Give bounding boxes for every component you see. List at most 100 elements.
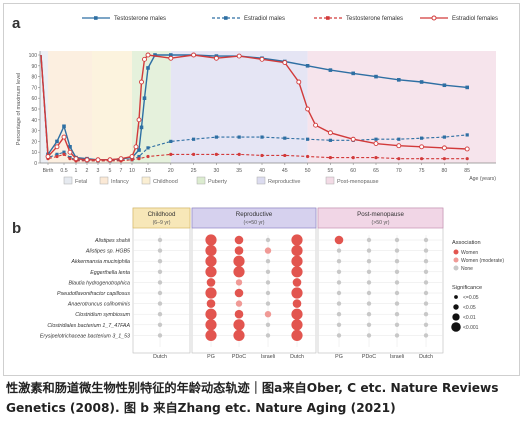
association-dot [265,269,271,274]
association-dot [264,247,272,254]
x-tick-label: 20 [168,168,174,174]
group-title-0: Childhood [148,211,176,218]
association-dot [205,287,217,299]
sig-legend-dot [451,322,461,332]
sig-legend-label: <0.001 [463,325,479,331]
y-tick-label: 30 [31,129,37,135]
series-point-2 [397,157,401,161]
association-dot [423,280,429,285]
series-point-3 [139,79,144,85]
sig-legend-title: Significance [452,285,482,291]
x-tick-label: 1 [75,168,78,174]
series-point-0 [351,71,355,76]
x-tick-label: 5 [109,168,112,174]
series-point-3 [396,143,402,149]
association-dot [336,280,342,285]
association-dot [334,235,344,245]
x-tick-label: 70 [396,168,402,174]
series-point-2 [237,152,241,156]
figure-caption: 性激素和肠道微生物性别特征的年龄动态轨迹｜图a来自Ober, C etc. Na… [6,378,518,418]
series-point-1 [62,150,66,154]
association-dot [336,301,342,306]
association-dot [205,234,217,246]
series-point-3 [84,157,90,163]
series-point-2 [55,154,59,159]
association-dot [366,280,372,285]
series-point-1 [283,136,287,140]
series-point-3 [441,145,447,151]
assoc-legend-dot [453,249,459,255]
series-point-3 [107,157,113,163]
association-dot [394,312,400,317]
association-dot [235,279,243,286]
association-dot [394,259,400,264]
species-label: Erysipelotrichaceae bacterium 3_1_53 [40,333,130,339]
legend-marker-1 [224,16,228,20]
association-dot [366,259,372,264]
series-point-1 [465,133,469,137]
y-tick-label: 60 [31,96,37,102]
legend-label-2: Testosterone females [346,16,403,22]
association-dot [157,301,163,306]
association-dot [265,237,271,243]
series-point-3 [145,52,151,58]
assoc-legend-label: Women [461,250,478,256]
x-tick-label: Birth [43,168,54,174]
association-dot [394,280,400,285]
association-dot [206,299,216,308]
association-dot [336,269,342,274]
series-point-1 [169,139,173,143]
association-dot [423,237,429,243]
y-tick-label: 90 [31,64,37,70]
species-label: Pseudoflavonifractor capillosus [57,291,130,297]
cohort-label: PG [207,354,215,360]
series-point-3 [129,154,135,159]
y-axis-label: Percentage of maximum level [16,73,22,145]
association-dot [423,301,429,306]
series-point-2 [214,152,218,156]
association-dot [234,235,244,245]
y-tick-label: 0 [34,161,37,167]
group-header-0 [132,207,191,229]
association-dot [264,311,272,318]
species-label: Alistipes shahii [94,238,131,244]
group-title-1: Reproductive [236,211,273,218]
stage-legend-label: Fetal [75,179,87,185]
cohort-label: PDoC [232,354,246,360]
series-point-3 [313,122,319,128]
series-point-2 [465,157,469,161]
cohort-label: Dutch [153,354,167,360]
association-dot [394,301,400,306]
association-dot [394,248,400,253]
panel-b-label: b [12,220,21,237]
sig-legend-label: <0.05 [463,305,476,311]
assoc-legend-label: Women (moderate) [461,258,504,264]
association-dot [291,266,303,278]
species-label: Eggerthella lenta [90,270,130,276]
association-dot [205,308,217,320]
series-point-3 [136,117,142,123]
cohort-label: PG [335,354,343,360]
x-tick-label: 75 [419,168,425,174]
association-dot [366,312,372,317]
association-dot [157,269,163,274]
association-dot [423,290,429,296]
series-point-0 [419,80,424,84]
stage-legend-label: Post-menopause [337,179,379,185]
series-point-1 [420,136,424,140]
series-point-2 [137,157,141,161]
association-dot [291,255,303,267]
association-dot [394,322,400,327]
association-dot [157,333,163,338]
legend-label-3: Estradiol females [452,16,498,22]
association-dot [157,322,163,327]
series-point-2 [169,152,173,156]
association-dot [157,237,163,243]
group-header-1 [191,207,317,229]
association-dot [157,290,163,296]
series-point-0 [139,125,144,130]
group-frame-0 [132,207,191,354]
association-dot [265,322,271,327]
stage-legend-label: Reproductive [268,179,300,185]
series-point-0 [305,64,310,68]
